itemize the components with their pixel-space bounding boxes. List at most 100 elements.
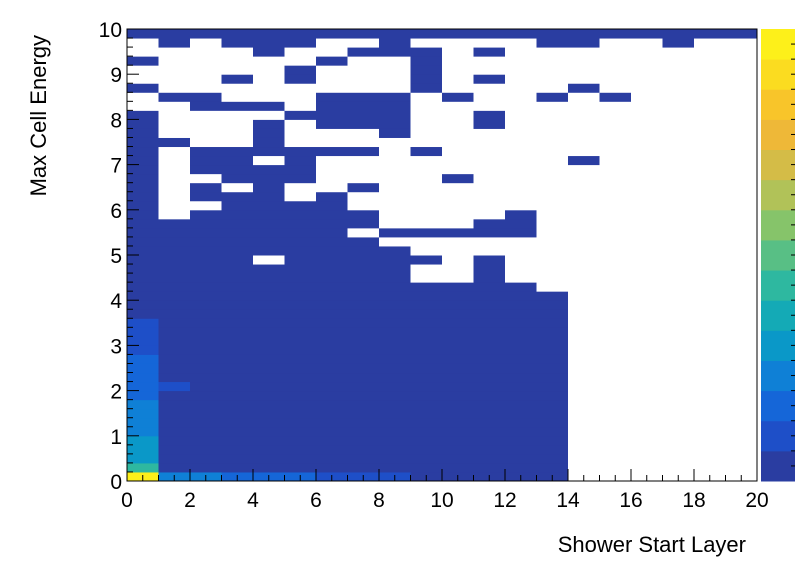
heatmap-cell (410, 128, 443, 138)
heatmap-cell (568, 264, 600, 274)
heatmap-cell (599, 137, 632, 148)
heatmap-cell (505, 236, 537, 247)
heatmap-cell (410, 245, 443, 256)
heatmap-cell (473, 273, 506, 283)
heatmap-cell (316, 209, 348, 220)
heatmap-cell (568, 29, 600, 39)
heatmap-cell (505, 56, 537, 66)
heatmap-cell (442, 101, 474, 111)
heatmap-cell (284, 56, 317, 66)
heatmap-cell (127, 74, 159, 84)
heatmap-cell (442, 137, 474, 148)
heatmap-cell (442, 29, 474, 39)
heatmap-cell (694, 462, 726, 473)
heatmap-cell (473, 417, 506, 428)
heatmap-cell (442, 200, 474, 211)
heatmap-cell (631, 47, 663, 57)
heatmap-cell (568, 227, 600, 238)
heatmap-cell (190, 236, 222, 247)
heatmap-cell (662, 444, 695, 455)
heatmap-cell (694, 29, 726, 39)
heatmap-cell (410, 345, 443, 355)
heatmap-cell (379, 399, 411, 410)
heatmap-cell (379, 218, 411, 229)
heatmap-cell (284, 245, 317, 256)
heatmap-cell (568, 173, 600, 184)
heatmap-cell (190, 264, 222, 274)
heatmap-cell (379, 444, 411, 455)
heatmap-cell (725, 218, 758, 229)
heatmap-cell (568, 318, 600, 328)
heatmap-cell (694, 182, 726, 193)
heatmap-cell (662, 236, 695, 247)
heatmap-cell (662, 264, 695, 274)
heatmap-cell (253, 191, 285, 202)
heatmap-cell (599, 119, 632, 129)
heatmap-cell (127, 390, 159, 401)
heatmap-cell (347, 191, 380, 202)
heatmap-cell (284, 426, 317, 437)
x-tick-label: 8 (373, 489, 385, 512)
heatmap-cell (505, 282, 537, 292)
heatmap-cell (473, 354, 506, 364)
heatmap-cell (221, 200, 254, 211)
heatmap-cell (442, 327, 474, 337)
y-tick-label: 9 (110, 64, 122, 87)
heatmap-cell (631, 182, 663, 193)
heatmap-cell (568, 137, 600, 148)
heatmap-cell (253, 300, 285, 310)
heatmap-cell (442, 381, 474, 392)
heatmap-cell (253, 381, 285, 392)
heatmap-cell (379, 83, 411, 93)
heatmap-cell (347, 453, 380, 464)
heatmap-cell (410, 390, 443, 401)
heatmap-cell (631, 435, 663, 446)
heatmap-cell (127, 227, 159, 238)
heatmap-cell (127, 300, 159, 310)
heatmap-cell (127, 462, 159, 473)
heatmap-cell (221, 462, 254, 473)
heatmap-cell (694, 417, 726, 428)
heatmap-cell (725, 146, 758, 157)
heatmap-cell (599, 390, 632, 401)
heatmap-cell (442, 92, 474, 102)
heatmap-cell (347, 462, 380, 473)
heatmap-cell (284, 38, 317, 48)
heatmap-cell (505, 291, 537, 301)
heatmap-cell (221, 83, 254, 93)
heatmap-cell (190, 74, 222, 84)
heatmap-cell (568, 291, 600, 301)
heatmap-cell (158, 218, 191, 229)
heatmap-cell (221, 146, 254, 157)
heatmap-cell (725, 435, 758, 446)
heatmap-cell (284, 191, 317, 202)
heatmap-cell (442, 236, 474, 247)
heatmap-cell (379, 128, 411, 138)
heatmap-cell (568, 218, 600, 229)
heatmap-cell (536, 182, 569, 193)
heatmap-cell (253, 92, 285, 102)
heatmap-cell (694, 119, 726, 129)
heatmap-cell (694, 146, 726, 157)
heatmap-cell (316, 354, 348, 364)
heatmap-cell (316, 128, 348, 138)
heatmap-cell (725, 408, 758, 419)
heatmap-cell (127, 417, 159, 428)
heatmap-cell (127, 309, 159, 319)
heatmap-cell (284, 291, 317, 301)
heatmap-cell (536, 453, 569, 464)
heatmap-cell (190, 462, 222, 473)
heatmap-cell (253, 236, 285, 247)
heatmap-cell (536, 29, 569, 39)
heatmap-cell (221, 444, 254, 455)
heatmap-cell (158, 453, 191, 464)
heatmap-cell (190, 408, 222, 419)
heatmap-cell (599, 417, 632, 428)
heatmap-cell (631, 83, 663, 93)
heatmap-cell (190, 336, 222, 346)
heatmap-cell (442, 309, 474, 319)
heatmap-cell (347, 119, 380, 129)
heatmap-cell (253, 146, 285, 157)
heatmap-cell (127, 255, 159, 265)
